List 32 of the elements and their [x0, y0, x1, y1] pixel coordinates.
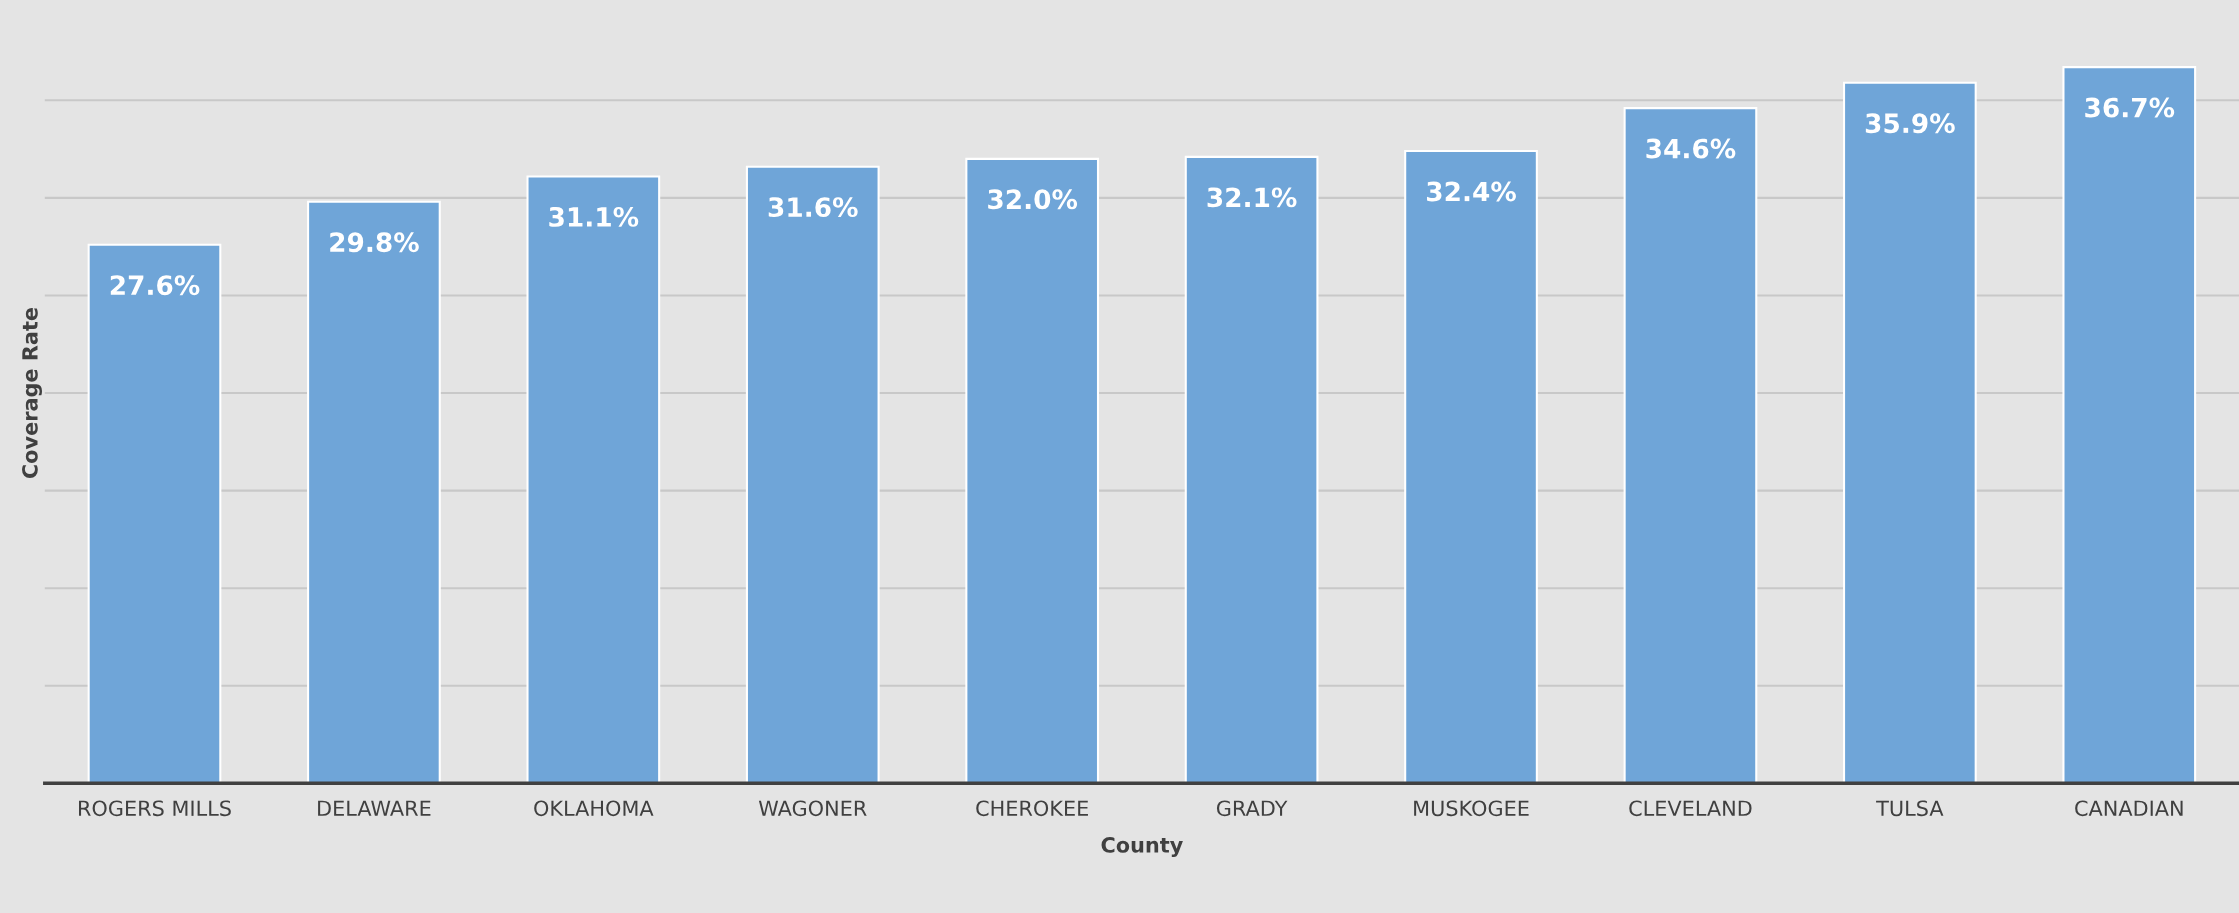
x-tick-label: CLEVELAND	[1629, 800, 1752, 817]
bar	[307, 200, 441, 784]
data-label: 36.7%	[2085, 97, 2175, 118]
x-tick-label: CHEROKEE	[976, 800, 1088, 817]
x-tick-label: CANADIAN	[2075, 800, 2183, 817]
data-label: 27.6%	[110, 275, 200, 296]
x-tick-label: ROGERS MILLS	[79, 800, 231, 817]
bar	[526, 175, 661, 784]
x-tick-label: DELAWARE	[318, 800, 431, 816]
bar	[1843, 81, 1977, 784]
x-tick-label: OKLAHOMA	[534, 800, 654, 817]
data-label: 29.8%	[330, 232, 419, 253]
data-label: 31.6%	[768, 197, 858, 218]
bar	[1623, 107, 1758, 784]
bar	[1184, 155, 1319, 784]
data-label: 32.0%	[988, 189, 1078, 210]
x-tick-label: MUSKOGEE	[1414, 800, 1529, 817]
bar	[1404, 150, 1538, 784]
x-tick-label: GRADY	[1216, 800, 1288, 817]
data-label: 32.1%	[1207, 187, 1297, 208]
bar	[745, 165, 880, 784]
x-axis-title: County	[1101, 837, 1183, 858]
data-label: 34.6%	[1646, 138, 1736, 159]
x-tick-label: WAGONER	[758, 800, 867, 817]
data-label: 35.9%	[1865, 113, 1955, 134]
data-label: 32.4%	[1427, 181, 1516, 202]
bar	[87, 243, 222, 784]
data-label: 31.1%	[549, 206, 639, 227]
bar	[2062, 66, 2197, 784]
bar	[965, 157, 1100, 784]
y-axis-title: Coverage Rate	[22, 307, 42, 479]
x-tick-label: TULSA	[1876, 800, 1944, 817]
